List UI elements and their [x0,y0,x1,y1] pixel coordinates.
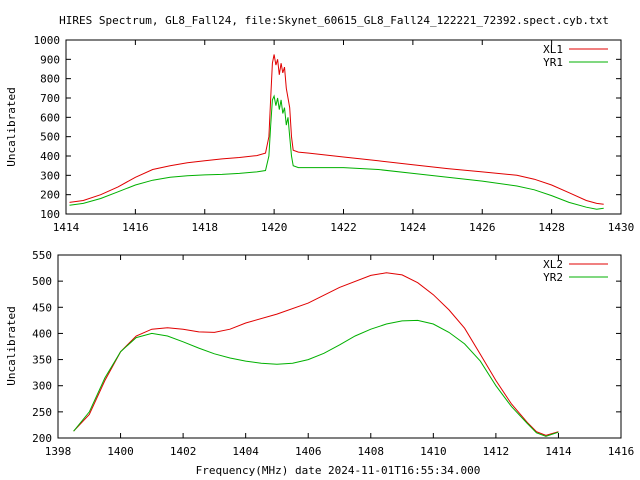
top-series-lines [69,54,604,210]
y-tick-label: 200 [32,432,52,445]
x-tick-label: 1404 [232,445,259,458]
y-tick-label: 450 [32,301,52,314]
legend-xl1-label: XL1 [543,43,563,56]
series-line-xl1 [69,54,604,205]
x-tick-label: 1416 [608,445,635,458]
y-tick-label: 600 [40,111,60,124]
series-line-yr1 [69,94,604,210]
top-y-axis-label: Uncalibrated [5,87,18,166]
top-plot-frame [65,39,622,215]
y-tick-label: 900 [40,53,60,66]
y-tick-label: 100 [40,208,60,221]
figure-title: HIRES Spectrum, GL8_Fall24, file:Skynet_… [59,14,609,27]
x-tick-label: 1428 [538,221,565,234]
x-tick-label: 1406 [295,445,322,458]
y-tick-label: 800 [40,73,60,86]
bottom-y-axis-label: Uncalibrated [5,306,18,385]
legend-yr2-label: YR2 [543,271,563,284]
x-tick-label: 1408 [358,445,385,458]
y-tick-label: 350 [32,354,52,367]
y-tick-label: 500 [40,131,60,144]
bottom-y-ticks: 200 250 300 350 400 450 500 550 [32,249,621,445]
y-tick-label: 400 [32,327,52,340]
x-tick-label: 1414 [545,445,572,458]
series-line-yr2 [73,319,559,437]
x-tick-label: 1418 [192,221,219,234]
bottom-legend: XL2 YR2 [543,258,608,284]
bottom-x-ticks: 1398 1400 1402 1404 1406 1408 1410 1412 1414 1416 [45,255,635,458]
x-tick-label: 1398 [45,445,72,458]
x-tick-label: 1412 [483,445,510,458]
x-axis-label: Frequency(MHz) date 2024-11-01T16:55:34.… [196,464,481,477]
y-tick-label: 250 [32,406,52,419]
y-tick-label: 300 [40,169,60,182]
x-tick-label: 1400 [107,445,134,458]
x-tick-label: 1416 [122,221,149,234]
series-line-xl2 [73,272,559,436]
top-y-ticks: 100 200 300 400 500 600 700 800 900 1000 [34,34,621,221]
x-tick-label: 1422 [330,221,357,234]
y-tick-label: 1000 [34,34,61,47]
x-tick-label: 1420 [261,221,288,234]
top-x-ticks: 1414 1416 1418 1420 1422 1424 1426 1428 1430 [53,40,635,234]
y-tick-label: 700 [40,92,60,105]
x-tick-label: 1402 [170,445,197,458]
legend-yr1-label: YR1 [543,56,563,69]
bottom-plot-frame [57,254,622,439]
y-tick-label: 400 [40,150,60,163]
y-tick-label: 550 [32,249,52,262]
top-spectrum-plot: 100 200 300 400 500 600 700 800 900 1000 1414 1416… [5,34,634,234]
x-tick-label: 1426 [469,221,496,234]
x-tick-label: 1414 [53,221,80,234]
y-tick-label: 500 [32,275,52,288]
legend-xl2-label: XL2 [543,258,563,271]
bottom-spectrum-plot: 200 250 300 350 400 450 500 550 1398 1400 1402 140… [5,249,634,458]
y-tick-label: 300 [32,380,52,393]
x-tick-label: 1410 [420,445,447,458]
top-legend: XL1 YR1 [543,43,608,69]
bottom-series-lines [73,272,559,437]
x-tick-label: 1424 [400,221,427,234]
x-tick-label: 1430 [608,221,635,234]
y-tick-label: 200 [40,189,60,202]
